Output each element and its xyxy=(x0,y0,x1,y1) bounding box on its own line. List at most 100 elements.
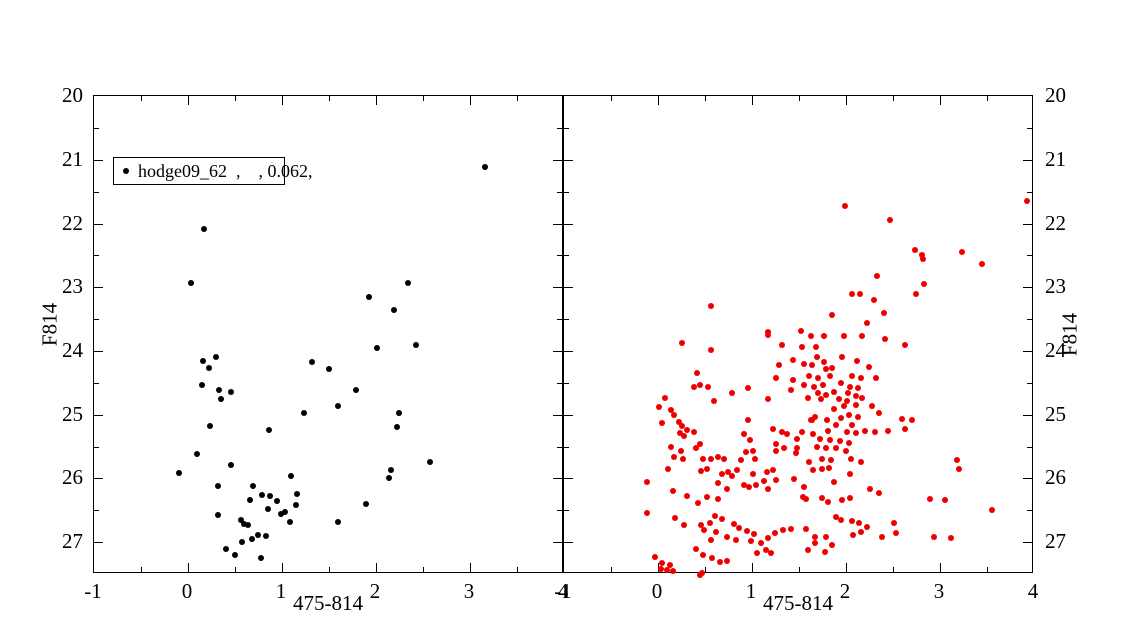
data-point xyxy=(287,472,294,479)
data-point xyxy=(740,481,747,488)
y-tick-label: 27 xyxy=(62,529,83,554)
y-tick xyxy=(564,287,573,289)
data-point xyxy=(729,472,736,479)
data-point xyxy=(765,332,771,338)
data-point xyxy=(790,377,797,384)
data-point xyxy=(838,414,845,421)
right-y-axis-title: F814 xyxy=(1057,312,1082,357)
data-point xyxy=(222,545,229,552)
y-tick xyxy=(94,478,103,480)
data-point xyxy=(175,470,182,477)
data-point xyxy=(839,497,846,504)
data-point xyxy=(779,428,786,435)
x-tick xyxy=(752,96,753,105)
data-point xyxy=(661,394,668,401)
data-point xyxy=(657,565,664,572)
data-point xyxy=(920,256,927,263)
data-point xyxy=(193,450,200,457)
data-point xyxy=(201,225,207,232)
data-point xyxy=(912,291,919,298)
data-point xyxy=(681,432,688,439)
data-point xyxy=(828,364,835,371)
x-tick xyxy=(658,96,659,105)
data-point xyxy=(820,381,827,388)
y-tick xyxy=(94,319,99,321)
data-point xyxy=(713,528,720,535)
data-point xyxy=(805,546,812,553)
y-tick xyxy=(1027,382,1032,384)
data-point xyxy=(817,396,824,403)
data-point xyxy=(671,454,677,461)
y-tick xyxy=(553,350,562,352)
data-point xyxy=(263,532,269,539)
data-point xyxy=(858,458,864,465)
data-point xyxy=(707,537,714,544)
data-point xyxy=(859,332,865,339)
data-point xyxy=(988,506,995,513)
x-tick xyxy=(517,567,518,572)
data-point xyxy=(854,357,861,364)
data-point xyxy=(787,386,794,393)
data-point xyxy=(798,428,805,435)
y-tick xyxy=(94,510,99,512)
y-tick-label: 20 xyxy=(62,83,83,107)
y-tick xyxy=(1023,223,1032,225)
data-point xyxy=(812,534,818,540)
data-point xyxy=(680,455,687,462)
y-tick xyxy=(94,350,103,352)
data-point xyxy=(643,479,650,486)
data-point xyxy=(869,403,876,410)
data-point xyxy=(845,439,852,446)
x-tick xyxy=(893,567,894,572)
y-tick xyxy=(94,223,103,225)
y-tick xyxy=(557,446,562,448)
legend: hodge09_62 , , 0.062, xyxy=(113,157,313,185)
data-point xyxy=(232,551,238,558)
x-tick xyxy=(705,567,706,572)
data-point xyxy=(814,390,821,396)
data-point xyxy=(715,479,722,486)
data-point xyxy=(326,366,332,373)
data-point xyxy=(697,381,704,388)
data-point xyxy=(875,409,882,416)
y-tick xyxy=(1023,478,1032,480)
x-tick xyxy=(188,96,189,105)
data-point xyxy=(827,372,833,379)
x-tick xyxy=(282,96,283,105)
data-point xyxy=(241,520,248,527)
data-point xyxy=(811,383,817,390)
x-tick xyxy=(611,567,612,572)
data-point xyxy=(797,327,804,334)
data-point xyxy=(875,490,882,497)
data-point xyxy=(704,383,711,390)
data-point xyxy=(828,456,834,463)
x-tick-label: 3 xyxy=(463,579,475,603)
data-point xyxy=(941,497,948,504)
data-point xyxy=(863,523,870,530)
data-point xyxy=(677,448,684,454)
data-point xyxy=(698,521,705,528)
y-tick-label: 22 xyxy=(62,210,83,235)
data-point xyxy=(843,428,850,435)
data-point xyxy=(237,516,244,523)
data-point xyxy=(794,435,801,442)
data-point xyxy=(767,550,774,556)
data-point xyxy=(848,517,855,524)
data-point xyxy=(690,383,697,390)
data-point xyxy=(245,521,252,528)
x-tick xyxy=(423,567,424,572)
y-tick xyxy=(1027,319,1032,321)
data-point xyxy=(858,528,864,535)
data-point xyxy=(823,444,830,451)
data-point xyxy=(745,417,752,424)
data-point xyxy=(858,374,864,381)
data-point xyxy=(812,343,819,350)
y-tick xyxy=(553,414,562,416)
data-point xyxy=(643,509,650,516)
data-point xyxy=(824,417,831,424)
y-tick xyxy=(94,414,103,416)
data-point xyxy=(783,430,790,437)
y-tick xyxy=(564,446,569,448)
x-tick xyxy=(282,563,283,572)
y-tick xyxy=(94,287,103,289)
